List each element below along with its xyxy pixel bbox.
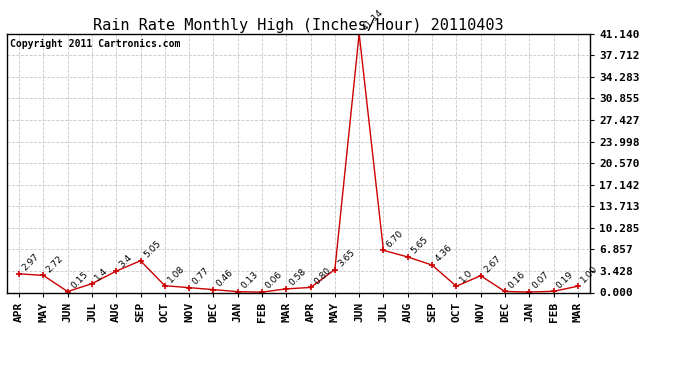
Text: 1.00: 1.00 [579, 264, 600, 285]
Text: 3.4: 3.4 [117, 253, 134, 270]
Text: 0.80: 0.80 [312, 266, 333, 286]
Text: 2.67: 2.67 [482, 254, 502, 274]
Text: 0.19: 0.19 [555, 269, 575, 290]
Text: 1.08: 1.08 [166, 264, 187, 284]
Text: 0.77: 0.77 [190, 266, 211, 286]
Text: 0.58: 0.58 [288, 267, 308, 288]
Text: 0.07: 0.07 [531, 270, 551, 291]
Text: 0.46: 0.46 [215, 268, 235, 288]
Title: Rain Rate Monthly High (Inches/Hour) 20110403: Rain Rate Monthly High (Inches/Hour) 201… [93, 18, 504, 33]
Text: 2.72: 2.72 [45, 254, 65, 274]
Text: Copyright 2011 Cartronics.com: Copyright 2011 Cartronics.com [10, 39, 180, 49]
Text: 6.70: 6.70 [385, 228, 406, 249]
Text: 3.65: 3.65 [336, 248, 357, 268]
Text: 4.36: 4.36 [433, 243, 454, 264]
Text: 0.13: 0.13 [239, 270, 259, 290]
Text: 2.97: 2.97 [21, 252, 41, 272]
Text: 41.14: 41.14 [361, 8, 385, 32]
Text: 0.16: 0.16 [506, 270, 527, 290]
Text: 1.0: 1.0 [457, 268, 474, 285]
Text: 0.06: 0.06 [264, 270, 284, 291]
Text: 5.05: 5.05 [142, 239, 163, 260]
Text: 5.65: 5.65 [409, 235, 430, 256]
Text: 1.4: 1.4 [93, 266, 110, 282]
Text: 0.15: 0.15 [69, 270, 90, 290]
